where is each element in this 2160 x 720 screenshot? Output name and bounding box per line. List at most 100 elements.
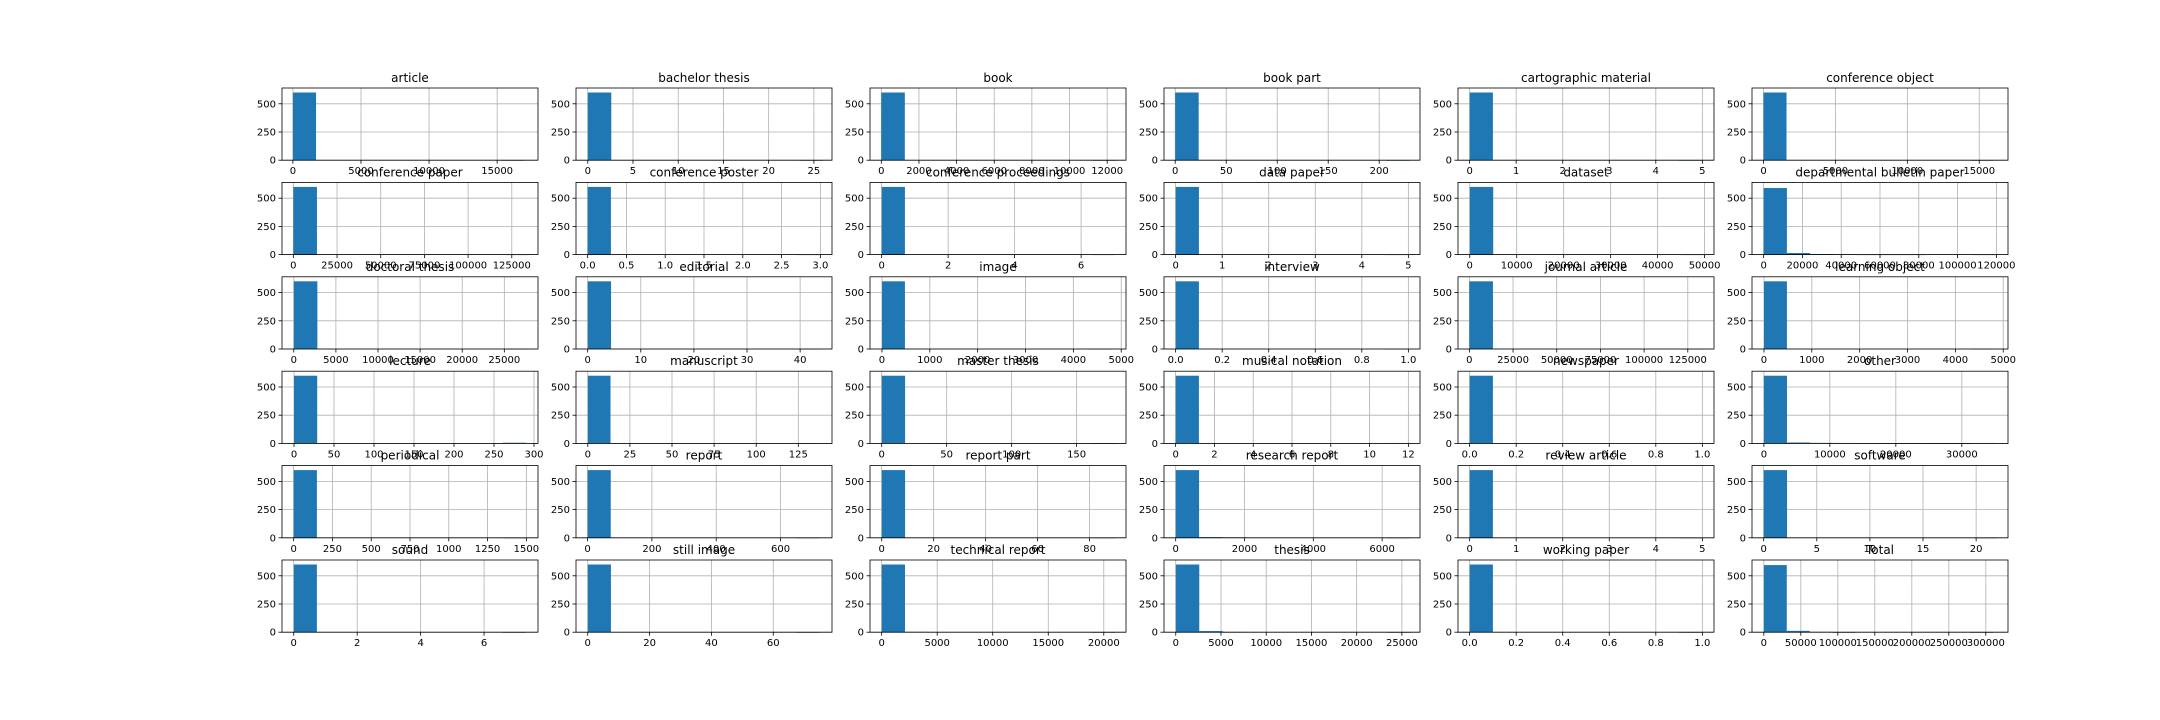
x-tick-label: 5000 <box>924 638 949 649</box>
y-tick-label: 0 <box>858 533 864 544</box>
y-tick-label: 0 <box>858 345 864 356</box>
axes-frame <box>869 370 1127 444</box>
histogram-bar <box>1786 253 1811 255</box>
y-tick-label: 250 <box>1727 222 1746 233</box>
y-tick-label: 250 <box>1139 127 1158 138</box>
y-tick-label: 250 <box>257 505 276 516</box>
x-tick-label: 250 <box>484 449 503 460</box>
y-tick-label: 500 <box>551 99 570 110</box>
x-tick-label: 5 <box>1405 261 1411 272</box>
x-tick-label: 4 <box>1250 449 1256 460</box>
x-tick-label: 75000 <box>409 261 441 272</box>
x-tick-label: 0 <box>1760 544 1766 555</box>
x-tick-label: 0.2 <box>1214 355 1230 366</box>
y-tick-label: 250 <box>551 411 570 422</box>
y-tick-label: 250 <box>1727 411 1746 422</box>
subplot-0: 0 5000 10000 15000 0 250 500 article <box>257 71 539 177</box>
x-tick-label: 20 <box>643 638 656 649</box>
x-tick-label: 0 <box>1761 638 1767 649</box>
y-tick-label: 500 <box>1139 571 1158 582</box>
x-tick-label: 50000 <box>1689 261 1721 272</box>
y-tick-label: 0 <box>564 533 570 544</box>
axes-frame <box>1751 465 2009 539</box>
x-tick-label: 40000 <box>1642 261 1674 272</box>
subplot-13: 0 10 20 30 40 0 250 500 editorial <box>551 260 833 366</box>
y-tick-label: 0 <box>1446 250 1452 261</box>
subplot-title: doctoral thesis <box>366 260 455 274</box>
y-tick-label: 250 <box>257 411 276 422</box>
x-tick-label: 150 <box>1067 449 1086 460</box>
x-tick-label: 0 <box>1172 261 1178 272</box>
x-tick-label: 0.6 <box>1601 638 1617 649</box>
y-tick-label: 250 <box>845 316 864 327</box>
y-tick-label: 250 <box>845 127 864 138</box>
x-tick-label: 0.8 <box>1648 449 1664 460</box>
y-tick-label: 0 <box>564 250 570 261</box>
x-tick-label: 4 <box>1653 166 1659 177</box>
x-tick-label: 80000 <box>1903 261 1935 272</box>
x-tick-label: 20000 <box>1341 638 1373 649</box>
y-tick-label: 0 <box>1446 439 1452 450</box>
x-tick-label: 0 <box>290 261 296 272</box>
x-tick-label: 0 <box>1467 261 1473 272</box>
axes-frame <box>1163 465 1421 539</box>
x-tick-label: 20 <box>762 166 775 177</box>
axes-frame <box>1163 87 1421 161</box>
x-tick-label: 30000 <box>1946 449 1978 460</box>
x-tick-label: 0 <box>1466 355 1472 366</box>
x-tick-label: 10000 <box>1814 449 1846 460</box>
x-tick-label: 10 <box>1363 449 1376 460</box>
x-tick-label: 200 <box>1370 166 1389 177</box>
y-tick-label: 0 <box>270 345 276 356</box>
subplot-title: sound <box>392 543 428 557</box>
subplot-27: 0 2000 4000 6000 0 250 500 research report <box>1139 449 1421 555</box>
y-tick-label: 250 <box>551 222 570 233</box>
x-tick-label: 6000 <box>1369 544 1394 555</box>
y-tick-label: 500 <box>845 382 864 393</box>
x-tick-label: 0 <box>878 261 884 272</box>
y-tick-label: 250 <box>845 599 864 610</box>
x-tick-label: 0 <box>879 449 885 460</box>
y-tick-label: 500 <box>1727 477 1746 488</box>
y-tick-label: 0 <box>270 156 276 167</box>
x-tick-label: 120000 <box>1977 261 2015 272</box>
x-tick-label: 80 <box>1083 544 1096 555</box>
x-tick-label: 30000 <box>1595 261 1627 272</box>
x-tick-label: 0 <box>1466 166 1472 177</box>
x-tick-label: 2 <box>1211 449 1217 460</box>
x-tick-label: 0 <box>291 355 297 366</box>
axes-frame <box>869 559 1127 633</box>
x-tick-label: 10000 <box>977 638 1009 649</box>
histogram-bar <box>587 564 611 633</box>
y-tick-label: 0 <box>858 628 864 639</box>
x-tick-label: 5000 <box>348 166 373 177</box>
y-tick-label: 500 <box>257 194 276 205</box>
x-tick-label: 200 <box>444 449 463 460</box>
x-tick-label: 600 <box>771 544 790 555</box>
x-tick-label: 4000 <box>1301 544 1326 555</box>
subplot-11: 0 20000 40000 60000 80000 100000 1200000250500… <box>1727 165 2016 271</box>
x-tick-label: 40 <box>979 544 992 555</box>
y-tick-label: 250 <box>257 127 276 138</box>
x-tick-label: 2.5 <box>774 261 790 272</box>
x-tick-label: 0.0 <box>1168 355 1184 366</box>
x-tick-label: 0 <box>879 355 885 366</box>
x-tick-label: 5000 <box>323 355 348 366</box>
y-tick-label: 250 <box>1433 127 1452 138</box>
subplot-8: 0 2 4 6 0 250 500 conference proceedings <box>845 165 1127 272</box>
x-tick-label: 0.8 <box>1648 638 1664 649</box>
x-tick-label: 1.0 <box>1400 355 1416 366</box>
x-tick-label: 5000 <box>1108 355 1133 366</box>
x-tick-label: 400 <box>707 544 726 555</box>
x-tick-label: 50 <box>666 449 679 460</box>
axes-frame <box>575 276 833 350</box>
x-tick-label: 0 <box>1172 166 1178 177</box>
subplot-title: learning object <box>1835 260 1925 274</box>
x-tick-label: 50 <box>328 449 341 460</box>
y-tick-label: 250 <box>845 222 864 233</box>
x-tick-label: 0 <box>291 638 297 649</box>
